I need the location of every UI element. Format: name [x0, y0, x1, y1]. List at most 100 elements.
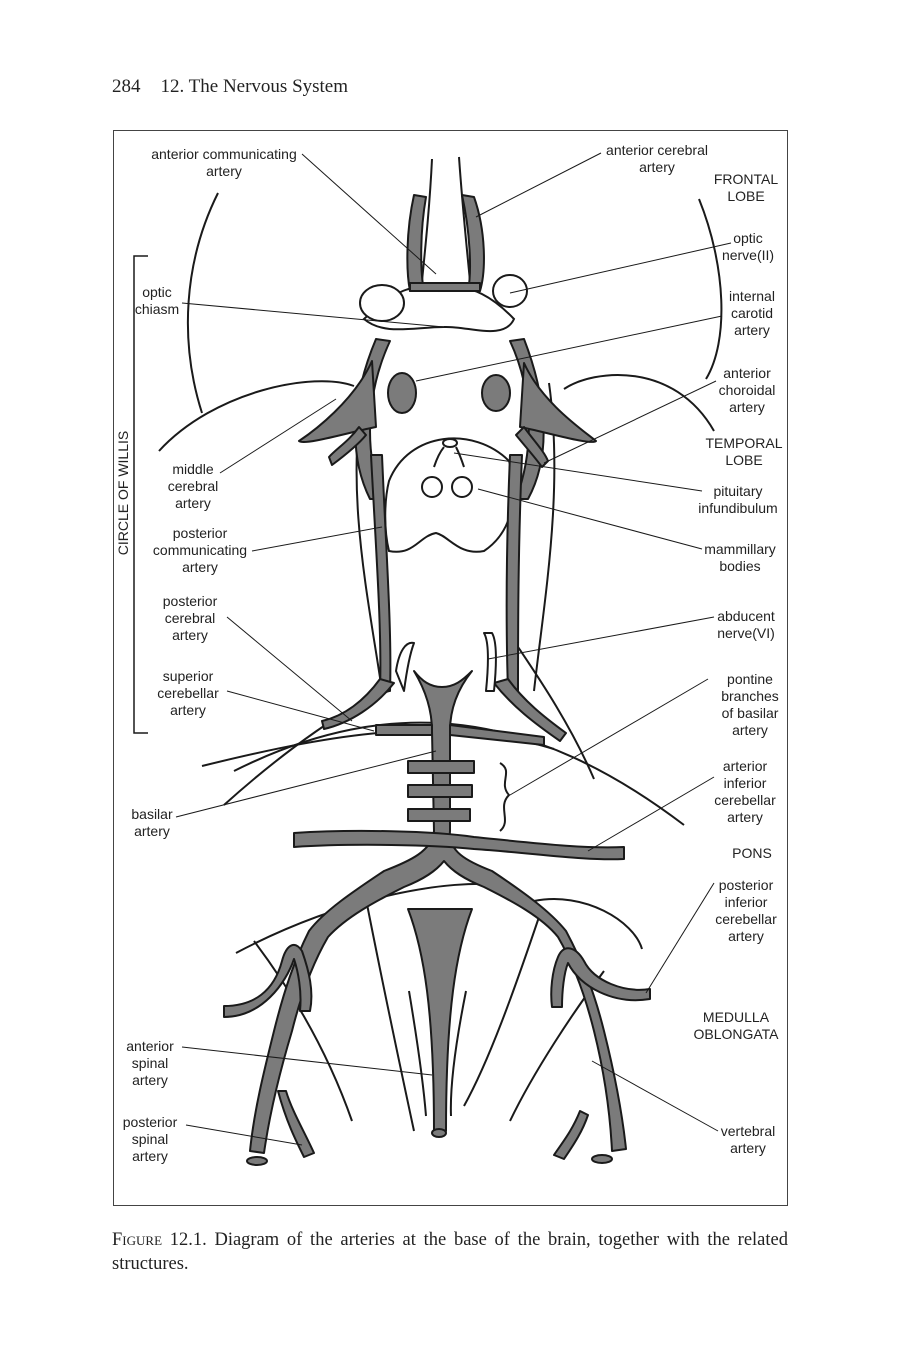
label-posterior-communicating: posterior communicating artery [153, 525, 247, 575]
mammillary-body-right [451, 476, 473, 498]
chapter-title: 12. The Nervous System [160, 76, 349, 97]
frontal-lobe-right-outline [698, 198, 723, 380]
medulla-line-center-right [449, 990, 467, 1117]
label-temporal-lobe: TEMPORAL LOBE [705, 435, 782, 468]
superior-cerebellar-artery-right [449, 724, 545, 746]
optic-nerve-left [421, 158, 433, 282]
leader-pituitary [453, 452, 703, 492]
medulla-arc-right-outline [533, 898, 643, 950]
leader-ant-cer [475, 152, 602, 218]
label-pontine-branches: pontine branches of basilar artery [721, 671, 779, 738]
circle-of-willis-bracket [133, 255, 148, 734]
label-anterior-spinal: anterior spinal artery [126, 1038, 174, 1088]
label-basilar: basilar artery [131, 806, 173, 839]
pituitary-stalk [433, 446, 465, 468]
figure-frame: anterior communicating artery anterior ce… [113, 130, 788, 1206]
leader-pontine [509, 678, 709, 796]
leader-post-inf [645, 882, 715, 994]
leader-post-spinal [185, 1124, 303, 1146]
posterior-inferior-cerebellar-artery-left [223, 943, 313, 1018]
leader-ant-comm [301, 153, 437, 275]
label-posterior-cerebral: posterior cerebral artery [163, 593, 218, 643]
anterior-inferior-cerebellar-artery [293, 829, 625, 861]
label-anterior-choroidal: anterior choroidal artery [719, 365, 776, 415]
optic-nerve-right [458, 156, 471, 282]
anterior-spinal-stump [431, 1128, 447, 1138]
anterior-choroidal-artery-right [515, 426, 549, 468]
label-mammillary: mammillary bodies [704, 541, 776, 574]
page-header: 284 12. The Nervous System [112, 76, 348, 98]
leader-optic-nerve [509, 242, 732, 294]
figure-label: Figure 12.1. [112, 1230, 207, 1250]
leader-int-car [415, 315, 723, 382]
label-middle-cerebral: middle cerebral artery [168, 461, 219, 511]
leader-ant-spinal [181, 1046, 433, 1076]
leader-basilar [175, 750, 437, 818]
abducent-nerve-left [395, 641, 415, 692]
label-frontal-lobe: FRONTAL LOBE [714, 171, 779, 204]
posterior-spinal-artery-left [277, 1090, 315, 1158]
label-internal-carotid: internal carotid artery [729, 288, 775, 338]
temporal-lobe-right-outline [563, 373, 715, 432]
leader-mammillary [477, 488, 703, 550]
vertebral-artery-stump-right [591, 1154, 613, 1164]
frontal-lobe-left-outline [186, 192, 219, 414]
middle-cerebral-artery-right [519, 362, 597, 443]
medulla-line-center-left [408, 990, 427, 1117]
leader-abducent [487, 616, 715, 660]
posterior-inferior-cerebellar-artery-right [550, 947, 651, 1008]
label-pons: PONS [732, 845, 772, 861]
brain-arteries-diagram: anterior communicating artery anterior ce… [115, 142, 783, 1166]
vertebral-artery-stump-left [246, 1156, 268, 1166]
label-anterior-inferior-cerebellar: arterior inferior cerebellar artery [714, 758, 776, 825]
medulla-line-right-inner [463, 916, 540, 1107]
posterior-communicating-artery-left [370, 454, 392, 692]
leader-ant-inf [587, 776, 715, 852]
superior-cerebellar-artery-left [375, 724, 433, 736]
pons-arc-outline [233, 721, 685, 826]
pontine-branch-3 [407, 808, 471, 822]
temporal-lobe-left-outline [158, 380, 355, 452]
optic-nerve-stump-right [492, 274, 528, 308]
anterior-communicating-artery [409, 282, 481, 292]
anterior-choroidal-artery-left [328, 426, 367, 466]
posterior-cerebral-artery-right [493, 678, 567, 742]
anterior-spinal-artery [407, 908, 473, 1132]
label-superior-cerebellar: superior cerebellar artery [157, 668, 219, 718]
optic-nerve-stump-left [359, 284, 405, 322]
medulla-line-left [253, 940, 353, 1122]
page-number: 284 [112, 76, 141, 97]
label-optic-nerve: optic nerve(II) [722, 230, 774, 263]
label-posterior-spinal: posterior spinal artery [123, 1114, 178, 1164]
leader-post-cer [226, 616, 353, 722]
label-optic-chiasm: optic chiasm [135, 284, 179, 317]
internal-carotid-cut-right [481, 374, 511, 412]
pontine-bracket [499, 762, 511, 832]
leader-vertebral [591, 1060, 719, 1132]
medulla-line-left-inner [365, 898, 415, 1132]
leader-lines [175, 152, 732, 1146]
label-vertebral: vertebral artery [721, 1123, 775, 1156]
leader-ant-chor [543, 380, 717, 464]
pontine-branch-1 [407, 760, 475, 774]
leader-sup-cereb [226, 690, 375, 732]
figure-caption: Figure 12.1. Diagram of the arteries at … [112, 1228, 788, 1276]
leader-post-comm [251, 526, 383, 552]
label-abducent: abducent nerve(VI) [717, 608, 775, 641]
posterior-cerebral-artery-left [321, 678, 395, 730]
label-ant-comm: anterior communicating artery [151, 146, 297, 179]
label-posterior-inferior-cerebellar: posterior inferior cerebellar artery [715, 877, 777, 944]
caption-text: Diagram of the arteries at the base of t… [112, 1230, 788, 1274]
label-pituitary: pituitary infundibulum [698, 483, 777, 516]
leader-mid-cer [219, 398, 337, 474]
mammillary-body-left [421, 476, 443, 498]
label-medulla: MEDULLA OBLONGATA [693, 1009, 779, 1042]
hypothalamus-region-outline [384, 437, 515, 553]
leader-optic-chiasm [181, 302, 445, 328]
internal-carotid-cut-left [387, 372, 417, 414]
pituitary-infundibulum [442, 438, 458, 448]
abducent-nerve-right [483, 632, 497, 692]
posterior-spinal-artery-right [553, 1110, 589, 1160]
pons-right-outline [513, 640, 595, 780]
pontine-branch-2 [407, 784, 473, 798]
